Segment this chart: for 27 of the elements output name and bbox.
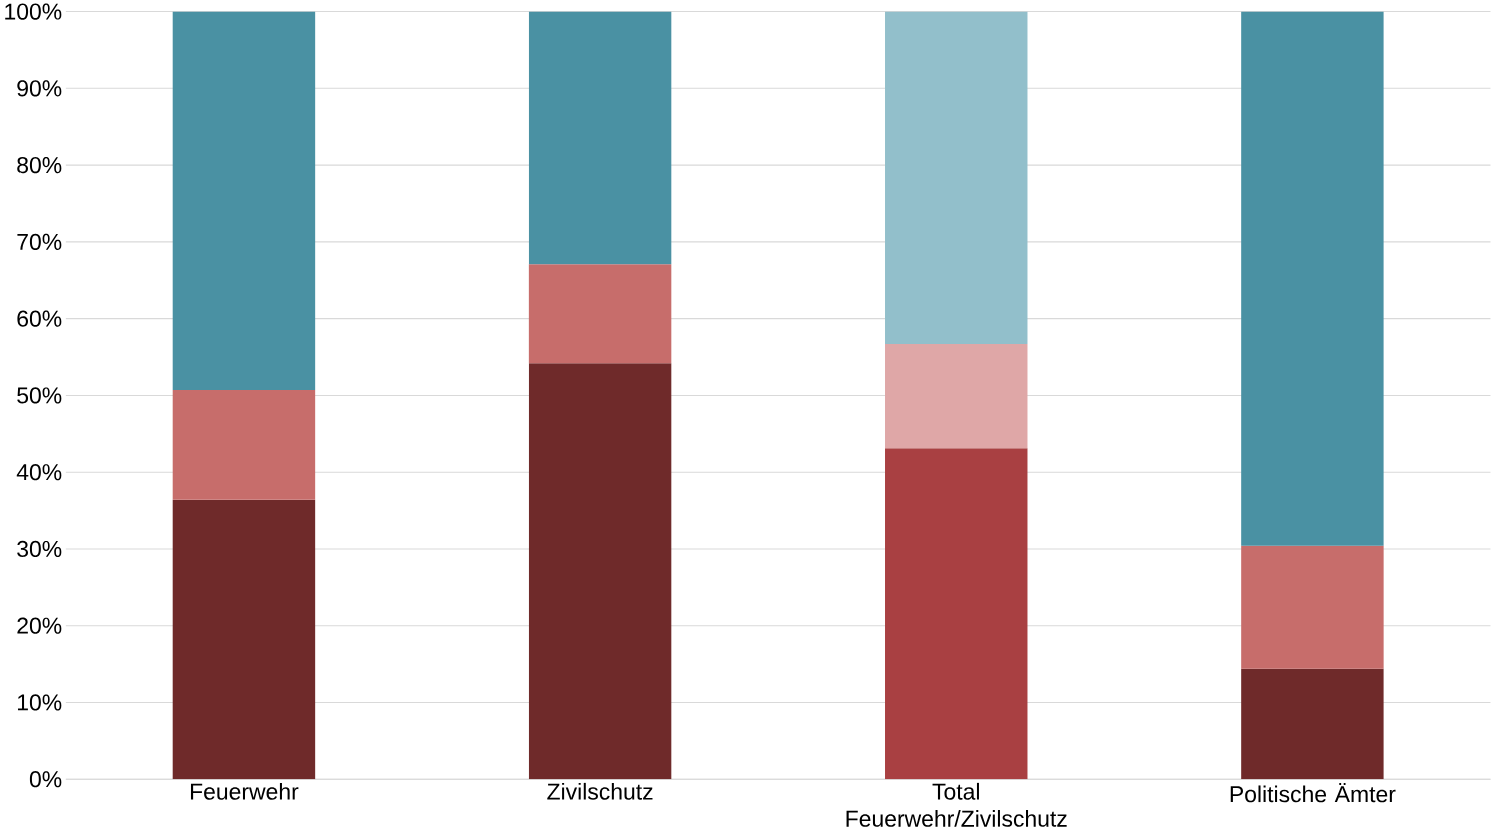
y-tick-label: 10% (17, 694, 62, 711)
x-tick-label: Total Feuerwehr/Zivilschutz (846, 782, 1067, 827)
bar (1241, 668, 1384, 780)
y-tick-label: 80% (17, 156, 62, 174)
bar (1241, 11, 1384, 546)
bar (528, 363, 672, 780)
bar (528, 263, 672, 363)
y-tick-label: 60% (17, 310, 62, 327)
bar (528, 11, 672, 264)
bar (172, 389, 316, 500)
bar (172, 11, 316, 390)
x-tick-label: Feuerwehr (190, 782, 299, 800)
y-tick-label: 70% (17, 233, 62, 250)
x-tick-label: Zivilschutz (547, 782, 653, 800)
y-tick-label: 20% (17, 617, 62, 634)
bar (885, 448, 1028, 780)
bar (1241, 545, 1384, 669)
bar (885, 343, 1028, 449)
bar (885, 11, 1028, 344)
bar (172, 499, 316, 780)
y-tick-label: 90% (17, 80, 62, 97)
y-tick-label: 50% (17, 387, 62, 404)
y-tick-label: 0% (29, 770, 62, 788)
y-tick-label: 40% (16, 463, 62, 481)
x-tick-label: Politische Ämter (1230, 782, 1396, 803)
y-tick-label: 30% (17, 540, 62, 557)
y-tick-label: 100% (5, 3, 62, 20)
